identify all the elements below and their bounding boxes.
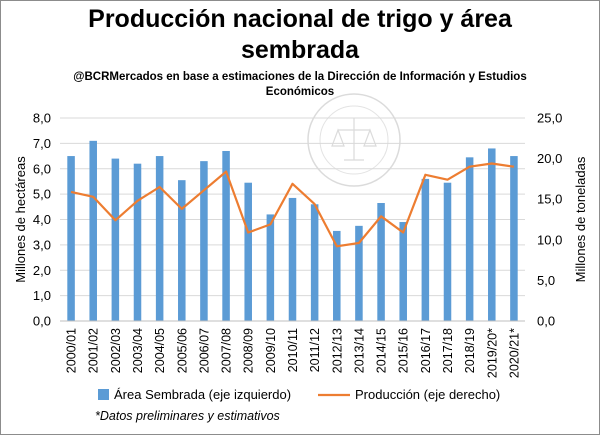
watermark-seal xyxy=(307,93,401,187)
bar xyxy=(244,182,252,321)
bar xyxy=(399,222,407,321)
legend-bar-swatch xyxy=(98,389,109,400)
bar xyxy=(465,157,474,321)
x-tick-label: 2008/09 xyxy=(242,328,256,373)
y-left-tick-label: 3,0 xyxy=(33,237,51,252)
x-tick-label: 2000/01 xyxy=(65,328,79,373)
legend-line-label: Producción (eje derecho) xyxy=(355,387,500,402)
bar xyxy=(89,140,97,321)
bar xyxy=(355,225,363,321)
y-left-tick-label: 4,0 xyxy=(33,212,51,227)
axes: 0,0 1,0 2,0 3,0 4,0 5,0 6,0 7,0 8,0 0,0 5,0 10,0 15,… xyxy=(13,111,588,379)
bar xyxy=(421,178,430,321)
x-tick-label: 2017/18 xyxy=(441,328,455,373)
x-tick-label: 2016/17 xyxy=(419,328,433,373)
y-left-tick-label: 8,0 xyxy=(33,111,51,126)
y-left-tick-label: 0,0 xyxy=(33,314,51,329)
y-right-tick-label: 25,0 xyxy=(537,111,562,126)
bar xyxy=(377,203,385,321)
y-right-tick-label: 10,0 xyxy=(537,232,562,247)
bar xyxy=(310,204,319,321)
x-tick-label: 2018/19 xyxy=(463,328,477,373)
y-right-tick-label: 0,0 xyxy=(537,314,555,329)
bar xyxy=(222,150,230,321)
y-left-tick-label: 1,0 xyxy=(33,288,51,303)
bar-series xyxy=(67,140,518,321)
y-left-tick-label: 6,0 xyxy=(33,161,51,176)
chart-subtitle-line-2: Económicos xyxy=(265,86,335,98)
line-series xyxy=(70,162,515,248)
bar xyxy=(443,182,452,321)
bar xyxy=(288,197,297,321)
x-tick-label: 2003/04 xyxy=(131,328,145,373)
x-tick-label: 2002/03 xyxy=(109,328,123,373)
x-tick-label: 2004/05 xyxy=(153,328,167,373)
production-line xyxy=(70,162,515,248)
bar xyxy=(200,161,208,321)
x-tick-label: 2020/21* xyxy=(507,328,521,378)
chart-title: Producción nacional de trigo y área semb… xyxy=(0,4,600,66)
bar xyxy=(155,156,164,321)
x-tick-label: 2010/11 xyxy=(286,328,300,372)
y-right-tick-label: 20,0 xyxy=(537,151,562,166)
y-left-tick-label: 5,0 xyxy=(33,187,51,202)
x-tick-label: 2006/07 xyxy=(197,328,211,373)
x-tick-label: 2011/12 xyxy=(308,328,322,372)
bar xyxy=(111,158,120,321)
x-tick-label: 2019/20* xyxy=(485,328,499,378)
y-right-axis-title: Millones de toneladas xyxy=(573,156,588,282)
chart-title-line-2: sembrada xyxy=(240,36,360,64)
x-tick-label: 2012/13 xyxy=(330,328,344,373)
legend-bar-label: Área Sembrada (eje izquierdo) xyxy=(114,387,291,402)
y-left-tick-label: 2,0 xyxy=(33,263,51,278)
y-right-tick-label: 15,0 xyxy=(537,192,562,207)
chart-subtitle: @BCRMercados en base a estimaciones de l… xyxy=(70,70,530,100)
bar xyxy=(333,230,341,321)
x-tick-label: 2009/10 xyxy=(264,328,278,373)
bar xyxy=(488,148,496,321)
x-tick-label: 2007/08 xyxy=(220,328,234,373)
chart-title-line-1: Producción nacional de trigo y área xyxy=(88,5,512,33)
x-tick-label: 2005/06 xyxy=(175,328,189,373)
x-tick-label: 2001/02 xyxy=(87,328,101,373)
bar xyxy=(510,156,518,321)
bar xyxy=(133,163,142,321)
footnote: *Datos preliminares y estimativos xyxy=(95,409,280,423)
legend: Área Sembrada (eje izquierdo) Producción … xyxy=(98,387,500,402)
y-right-tick-label: 5,0 xyxy=(537,273,555,288)
y-left-tick-label: 7,0 xyxy=(33,136,51,151)
x-tick-label: 2014/15 xyxy=(375,328,389,373)
chart-subtitle-line-1: @BCRMercados en base a estimaciones de l… xyxy=(73,71,527,83)
bar xyxy=(67,156,75,321)
x-tick-label: 2015/16 xyxy=(397,328,411,373)
bar xyxy=(266,214,275,321)
x-tick-label: 2013/14 xyxy=(352,328,366,373)
bar xyxy=(178,180,186,321)
y-left-axis-title: Millones de hectáreas xyxy=(13,156,28,283)
